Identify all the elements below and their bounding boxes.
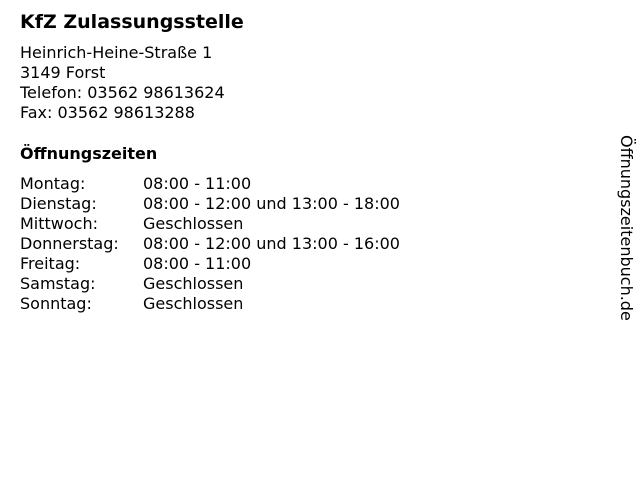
time: Geschlossen bbox=[143, 294, 244, 313]
hours-row: Dienstag: 08:00 - 12:00 und 13:00 - 18:00 bbox=[20, 194, 400, 214]
time: Geschlossen bbox=[143, 214, 244, 233]
hours-table: Montag: 08:00 - 11:00 Dienstag: 08:00 - 12… bbox=[20, 174, 400, 314]
watermark: Öffnungszeitenbuch.de bbox=[617, 135, 636, 321]
hours-title: Öffnungszeiten bbox=[20, 144, 158, 163]
time: 08:00 - 12:00 und 13:00 - 18:00 bbox=[143, 194, 400, 213]
day: Donnerstag: bbox=[20, 234, 119, 253]
address-block: Heinrich-Heine-Straße 1 3149 Forst Telef… bbox=[20, 43, 225, 123]
hours-row: Samstag: Geschlossen bbox=[20, 274, 400, 294]
day: Montag: bbox=[20, 174, 86, 193]
fax: Fax: 03562 98613288 bbox=[20, 103, 195, 122]
time: 08:00 - 11:00 bbox=[143, 174, 252, 193]
time: 08:00 - 11:00 bbox=[143, 254, 252, 273]
hours-row: Mittwoch: Geschlossen bbox=[20, 214, 400, 234]
phone: Telefon: 03562 98613624 bbox=[20, 83, 225, 102]
business-name: KfZ Zulassungsstelle bbox=[20, 11, 244, 33]
time: 08:00 - 12:00 und 13:00 - 16:00 bbox=[143, 234, 400, 253]
day: Dienstag: bbox=[20, 194, 97, 213]
day: Mittwoch: bbox=[20, 214, 98, 233]
city: 3149 Forst bbox=[20, 63, 106, 82]
street: Heinrich-Heine-Straße 1 bbox=[20, 43, 213, 62]
day: Sonntag: bbox=[20, 294, 92, 313]
hours-row: Montag: 08:00 - 11:00 bbox=[20, 174, 400, 194]
time: Geschlossen bbox=[143, 274, 244, 293]
day: Freitag: bbox=[20, 254, 81, 273]
day: Samstag: bbox=[20, 274, 96, 293]
hours-row: Sonntag: Geschlossen bbox=[20, 294, 400, 314]
hours-row: Donnerstag: 08:00 - 12:00 und 13:00 - 16:… bbox=[20, 234, 400, 254]
hours-row: Freitag: 08:00 - 11:00 bbox=[20, 254, 400, 274]
